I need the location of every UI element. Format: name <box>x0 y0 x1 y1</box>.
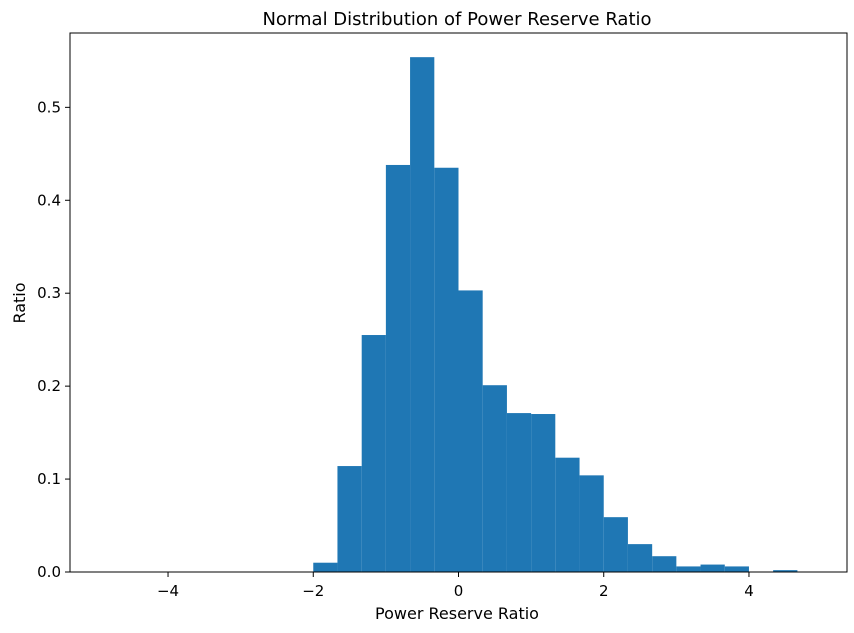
chart-title: Normal Distribution of Power Reserve Rat… <box>262 9 651 30</box>
x-tick-label: 0 <box>454 582 464 600</box>
histogram-bar-1 <box>337 466 362 572</box>
x-tick-label: 4 <box>744 582 754 600</box>
histogram-bar-18 <box>773 570 798 572</box>
histogram-bar-5 <box>434 167 459 572</box>
histogram-bar-15 <box>676 566 701 572</box>
x-tick-label: −4 <box>157 582 179 600</box>
histogram-bar-4 <box>410 57 435 573</box>
histogram-bar-11 <box>579 475 604 572</box>
y-axis: 0.0 0.1 0.2 0.3 0.4 0.5 <box>37 98 70 581</box>
y-tick-label: 0.2 <box>37 377 61 395</box>
histogram-bar-14 <box>652 556 677 572</box>
histogram-bar-0 <box>313 562 338 572</box>
histogram-bar-6 <box>458 290 483 572</box>
histogram-bar-16 <box>700 564 725 572</box>
y-axis-label: Ratio <box>10 282 29 323</box>
x-axis: −4 −2 0 2 4 <box>157 572 754 600</box>
x-tick-label: 2 <box>599 582 609 600</box>
x-tick-label: −2 <box>302 582 324 600</box>
histogram-bar-10 <box>555 457 580 572</box>
histogram-bar-9 <box>531 414 556 572</box>
histogram-bar-3 <box>385 164 411 572</box>
bars-group <box>313 57 798 573</box>
histogram-bar-8 <box>506 413 532 572</box>
y-tick-label: 0.3 <box>37 284 61 302</box>
y-tick-label: 0.1 <box>37 470 61 488</box>
histogram-bar-13 <box>627 544 653 572</box>
y-tick-label: 0.0 <box>37 563 61 581</box>
histogram-bar-12 <box>603 517 628 572</box>
histogram-bar-2 <box>361 335 386 572</box>
y-tick-label: 0.5 <box>37 98 61 116</box>
histogram-bar-17 <box>724 566 749 572</box>
x-axis-label: Power Reserve Ratio <box>375 604 539 623</box>
y-tick-label: 0.4 <box>37 191 61 209</box>
histogram-bar-7 <box>482 385 507 572</box>
